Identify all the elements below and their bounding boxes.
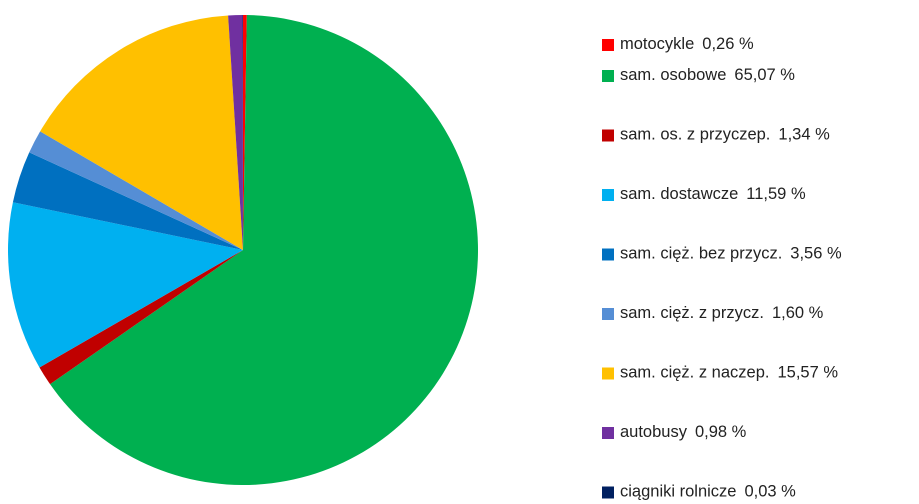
legend-label: sam. cięż. z przycz. 1,60 % [620, 304, 824, 322]
legend-category: sam. cięż. bez przycz. [620, 245, 782, 263]
legend-category: sam. cięż. z przycz. [620, 304, 764, 322]
pie-slice [50, 15, 478, 486]
legend-category: sam. dostawcze [620, 185, 738, 203]
legend-value: 0,26 % [702, 35, 754, 53]
pie-slice [29, 131, 243, 250]
legend-category: sam. os. z przyczep. [620, 126, 770, 144]
legend-value: 1,34 % [778, 126, 830, 144]
legend-label: sam. os. z przyczep. 1,34 % [620, 126, 830, 144]
legend-value: 11,59 % [746, 185, 806, 203]
legend-swatch [602, 189, 614, 201]
legend-value: 65,07 % [734, 66, 795, 84]
legend-label: sam. osobowe 65,07 % [620, 66, 795, 84]
legend-value: 1,60 % [772, 304, 824, 322]
legend-label: sam. cięż. bez przycz. 3,56 % [620, 245, 842, 263]
legend-value: 0,03 % [744, 483, 796, 501]
legend-category: ciągniki rolnicze [620, 483, 736, 501]
legend-swatch [602, 367, 614, 380]
legend-swatch [602, 39, 614, 51]
legend-label: ciągniki rolnicze 0,03 % [620, 483, 796, 501]
legend-swatch [602, 486, 614, 499]
pie-slice [243, 15, 247, 250]
legend-value: 3,56 % [790, 245, 842, 263]
pie-slice [12, 152, 243, 250]
legend-swatch [602, 129, 614, 142]
legend-label: autobusy 0,98 % [620, 423, 747, 441]
legend-swatch [602, 308, 614, 320]
legend-value: 15,57 % [777, 364, 838, 382]
legend-category: sam. osobowe [620, 66, 726, 84]
legend-category: autobusy [620, 423, 688, 441]
legend-swatch [602, 70, 614, 82]
pie-slice [228, 15, 243, 251]
legend-label: motocykle 0,26 % [620, 35, 754, 53]
legend-swatch [602, 427, 614, 439]
legend-label: sam. dostawcze 11,59 % [620, 185, 806, 203]
legend-value: 0,98 % [695, 423, 747, 441]
legend-category: sam. cięż. z naczep. [620, 364, 769, 382]
pie-slice [40, 15, 244, 250]
legend-category: motocykle [620, 35, 694, 53]
pie-slice [39, 250, 243, 385]
legend-swatch [602, 248, 614, 261]
pie-slice [7, 202, 243, 368]
legend-label: sam. cięż. z naczep. 15,57 % [620, 364, 838, 382]
